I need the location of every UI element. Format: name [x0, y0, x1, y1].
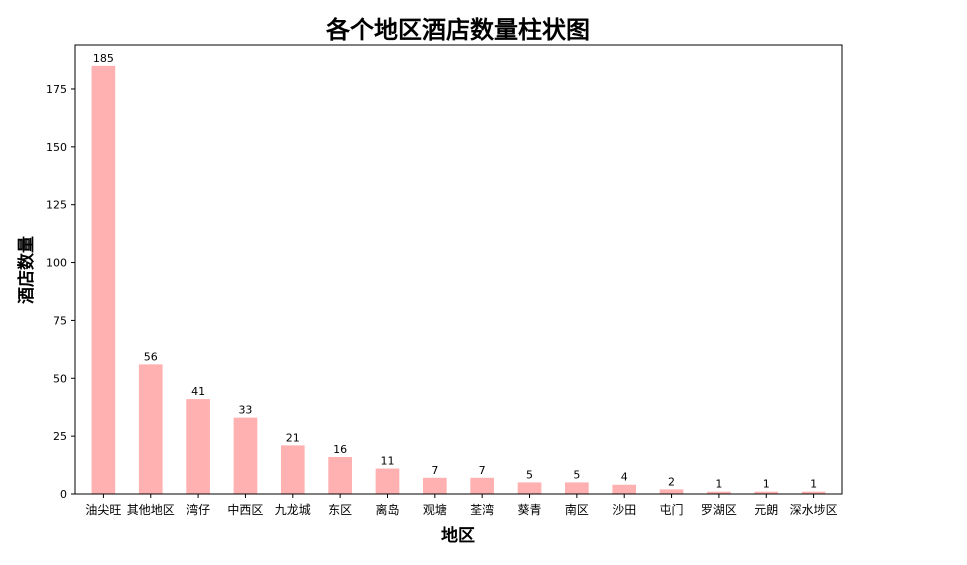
x-tick-label: 深水埗区 — [790, 503, 838, 517]
x-tick-label: 屯门 — [660, 502, 684, 517]
data-label: 56 — [144, 350, 158, 363]
bar-10 — [565, 482, 589, 494]
x-tick-label: 南区 — [565, 502, 589, 517]
x-tick-label: 观塘 — [423, 502, 447, 517]
y-tick-label: 175 — [46, 83, 67, 96]
bar-15 — [801, 491, 826, 494]
data-label: 1 — [810, 478, 817, 491]
bar-6 — [375, 468, 400, 494]
data-label: 1 — [715, 478, 722, 491]
data-label: 16 — [333, 443, 347, 456]
y-tick-label: 0 — [60, 488, 67, 501]
y-axis-label: 酒店数量 — [16, 236, 37, 304]
x-axis-label: 地区 — [441, 525, 475, 546]
data-label: 5 — [573, 468, 580, 481]
x-tick-label: 罗湖区 — [701, 502, 737, 517]
bar-0 — [91, 65, 116, 494]
bars-group — [91, 65, 826, 494]
data-label: 5 — [526, 468, 533, 481]
data-label: 11 — [380, 455, 394, 468]
data-label: 1 — [763, 478, 770, 491]
x-tick-label: 油尖旺 — [85, 503, 121, 517]
x-tick-label: 离岛 — [375, 502, 399, 517]
y-tick-label: 125 — [46, 199, 67, 212]
data-label: 7 — [431, 464, 438, 477]
data-label: 33 — [238, 404, 252, 417]
bar-14 — [754, 491, 779, 494]
x-tick-label: 葵青 — [518, 503, 542, 517]
x-tick-label: 沙田 — [612, 503, 636, 517]
y-tick-label: 100 — [46, 257, 67, 270]
y-tick-label: 150 — [46, 141, 67, 154]
x-tick-label: 九龙城 — [275, 503, 311, 517]
bar-12 — [659, 489, 684, 494]
y-tick-label: 75 — [53, 314, 67, 327]
x-tick-label: 荃湾 — [470, 502, 494, 517]
bar-11 — [612, 484, 637, 494]
bar-1 — [138, 364, 163, 494]
data-label: 2 — [668, 475, 675, 488]
x-tick-label: 东区 — [328, 503, 352, 517]
data-label: 185 — [93, 52, 114, 65]
y-tick-label: 50 — [53, 372, 67, 385]
data-label: 4 — [621, 471, 628, 484]
x-tick-label: 其他地区 — [127, 503, 175, 517]
bar-5 — [328, 456, 352, 494]
bar-9 — [517, 482, 542, 494]
y-tick-label: 25 — [53, 430, 67, 443]
x-axis: 油尖旺 其他地区 湾仔 中西区 九龙城 东区 离岛 观塘 荃湾 葵青 南区 沙田 屯门 罗湖区 元朗 深水埗区 — [85, 494, 838, 517]
chart-title: 各个地区酒店数量柱状图 — [325, 16, 590, 44]
data-label: 7 — [479, 464, 486, 477]
bar-13 — [707, 491, 731, 494]
bar-8 — [470, 477, 495, 494]
bar-2 — [186, 399, 210, 494]
bar-7 — [422, 477, 447, 494]
plot-frame — [74, 44, 843, 495]
x-tick-label: 湾仔 — [186, 502, 210, 517]
y-axis: 0 25 50 75 100 125 150 175 — [46, 83, 75, 501]
data-label: 21 — [286, 431, 300, 444]
bar-4 — [280, 445, 305, 494]
x-tick-label: 元朗 — [754, 503, 778, 517]
bar-3 — [233, 417, 258, 494]
x-tick-label: 中西区 — [227, 502, 263, 517]
data-label: 41 — [191, 385, 205, 398]
